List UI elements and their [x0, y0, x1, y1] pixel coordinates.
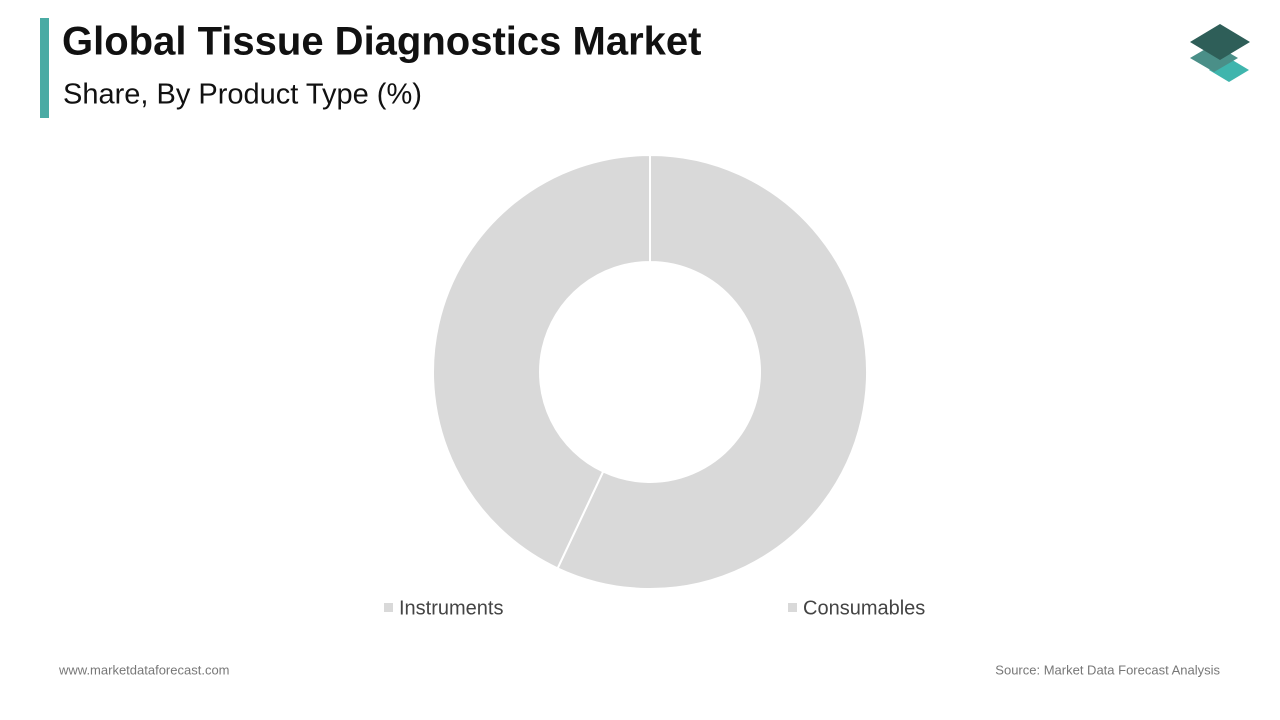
- footer-source: Source: Market Data Forecast Analysis: [995, 662, 1220, 677]
- legend-label: Instruments: [399, 597, 503, 619]
- chart-subtitle: Share, By Product Type (%): [63, 79, 422, 111]
- logo: [1190, 24, 1250, 82]
- legend-marker: [788, 603, 797, 612]
- legend-marker: [384, 603, 393, 612]
- legend-label: Consumables: [803, 597, 925, 619]
- chart-title: Global Tissue Diagnostics Market: [62, 20, 701, 64]
- donut-slice: [432, 153, 651, 570]
- donut-slice: [556, 153, 868, 590]
- footer-website: www.marketdataforecast.com: [58, 662, 230, 677]
- title-accent: [40, 18, 49, 118]
